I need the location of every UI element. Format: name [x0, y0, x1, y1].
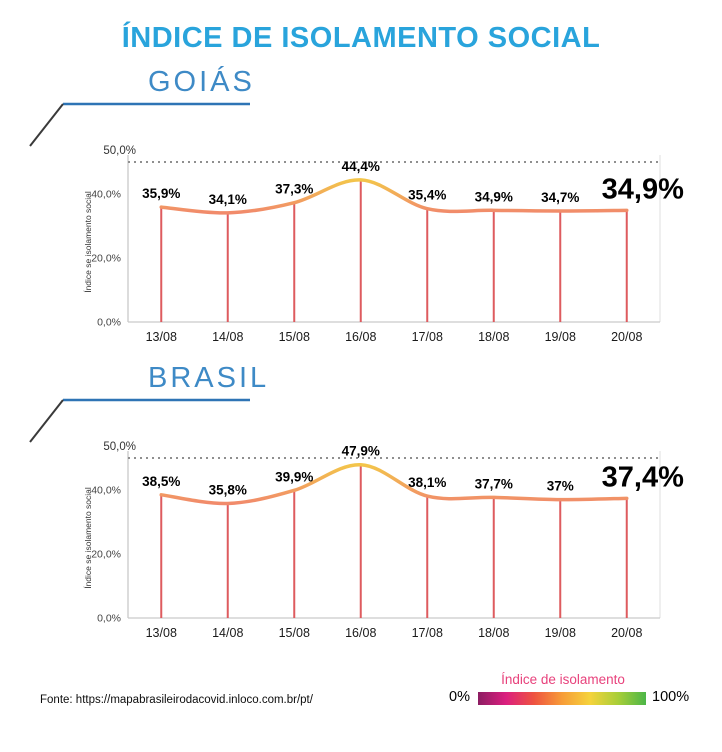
heading-decoration-brasil [29, 398, 250, 443]
reference-line-label: 50,0% [103, 145, 136, 157]
x-tick-label: 19/08 [545, 626, 576, 640]
section-heading-brasil: BRASIL [148, 362, 270, 394]
y-tick-label: 40,0% [91, 485, 121, 497]
point-value-label: 34,9% [475, 189, 513, 204]
point-value-label: 39,9% [275, 469, 313, 484]
x-tick-label: 18/08 [478, 626, 509, 640]
series-line [159, 462, 629, 506]
heading-diagonal-line [29, 399, 64, 443]
series-line [159, 178, 629, 215]
legend-max-label: 100% [652, 689, 690, 705]
latest-value-label: 37,4% [602, 461, 684, 493]
section-heading-goias: GOIÁS [148, 66, 255, 98]
y-tick-label: 20,0% [91, 549, 121, 561]
legend-min-label: 0% [449, 689, 470, 705]
brasil-line-chart: 50,0% 0,0% 20,0% 40,0%Índice se isolamento … [83, 441, 684, 640]
point-value-label: 35,4% [408, 188, 446, 203]
x-tick-label: 13/08 [146, 626, 177, 640]
x-tick-label: 15/08 [279, 626, 310, 640]
point-value-label: 34,1% [209, 192, 247, 207]
point-value-label: 47,9% [342, 444, 380, 459]
y-tick-label: 0,0% [97, 317, 121, 329]
point-value-label: 35,9% [142, 186, 180, 201]
point-value-label: 37% [547, 479, 574, 494]
point-value-label: 38,5% [142, 474, 180, 489]
y-axis-title: Índice se isolamento social [83, 487, 93, 589]
point-value-label: 38,1% [408, 475, 446, 490]
x-tick-label: 20/08 [611, 330, 642, 344]
point-value-label: 37,7% [475, 476, 513, 491]
y-tick-label: 20,0% [91, 253, 121, 265]
legend-title: Índice de isolamento [501, 672, 625, 687]
point-value-label: 35,8% [209, 482, 247, 497]
x-tick-label: 16/08 [345, 626, 376, 640]
x-tick-label: 15/08 [279, 330, 310, 344]
point-value-label: 44,4% [342, 159, 380, 174]
x-tick-label: 13/08 [146, 330, 177, 344]
x-tick-label: 14/08 [212, 330, 243, 344]
y-tick-label: 40,0% [91, 189, 121, 201]
x-tick-label: 17/08 [412, 626, 443, 640]
x-tick-label: 14/08 [212, 626, 243, 640]
source-citation: Fonte: https://mapabrasileirodacovid.inl… [40, 694, 313, 706]
goias-line-chart: 50,0% 0,0% 20,0% 40,0%Índice se isolamento … [83, 145, 684, 344]
reference-line-label: 50,0% [103, 441, 136, 453]
latest-value-label: 34,9% [602, 173, 684, 205]
heading-decoration-goias [29, 102, 250, 147]
point-value-label: 34,7% [541, 190, 579, 205]
legend-gradient-bar [478, 692, 646, 705]
heading-diagonal-line [29, 103, 64, 147]
x-tick-label: 19/08 [545, 330, 576, 344]
x-tick-label: 16/08 [345, 330, 376, 344]
point-value-label: 37,3% [275, 182, 313, 197]
x-tick-label: 20/08 [611, 626, 642, 640]
page-title: ÍNDICE DE ISOLAMENTO SOCIAL [121, 22, 601, 54]
y-tick-label: 0,0% [97, 613, 121, 625]
x-tick-label: 17/08 [412, 330, 443, 344]
y-axis-title: Índice se isolamento social [83, 191, 93, 293]
x-tick-label: 18/08 [478, 330, 509, 344]
